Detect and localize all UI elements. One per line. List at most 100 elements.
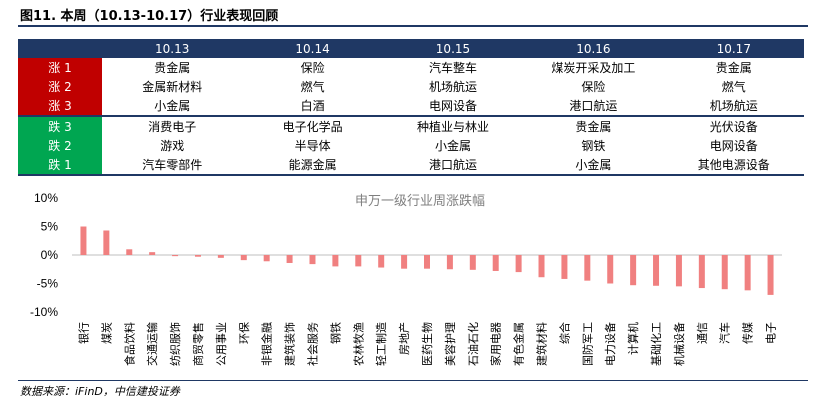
- row-label: 涨 1: [18, 58, 102, 77]
- table-cell: 贵金属: [715, 61, 752, 75]
- table-row: 涨 1 贵金属 保险 汽车整车 煤炭开采及加工 贵金属: [18, 58, 804, 77]
- row-label: 涨 3: [18, 96, 102, 116]
- table-cell: 白酒: [300, 99, 325, 113]
- table-row: 跌 3 消费电子 电子化学品 种植业与林业 贵金属 光伏设备: [18, 115, 804, 136]
- bar: [584, 255, 591, 281]
- row-label: 涨 2: [18, 77, 102, 96]
- x-tick-label: 综合: [557, 322, 571, 344]
- bar: [194, 255, 201, 257]
- bar: [492, 255, 499, 271]
- table-cell: 煤炭开采及加工: [551, 61, 636, 75]
- bar: [721, 255, 728, 290]
- x-tick-label: 汽车: [718, 322, 732, 344]
- bar: [355, 255, 362, 267]
- table-cell: 消费电子: [102, 115, 243, 136]
- table-cell: 港口航运: [382, 155, 524, 176]
- row-label: 跌 2: [18, 136, 102, 155]
- bar: [240, 255, 247, 261]
- bar: [446, 255, 453, 270]
- bar: [378, 255, 385, 268]
- x-axis-labels: 银行 煤炭 食品饮料 交通运输 纺织服饰 商贸零售 公用事业 环保 非银金融 建筑装饰 社会服务 钢铁…: [76, 322, 777, 366]
- table-cell: 机场航运: [709, 99, 758, 113]
- table-cell: 燃气: [721, 80, 746, 94]
- table-cell: 钢铁: [581, 139, 606, 153]
- x-tick-label: 传媒: [742, 322, 755, 344]
- bar: [515, 255, 522, 273]
- table-cell: 半导体: [294, 139, 331, 153]
- bar: [172, 255, 179, 257]
- x-tick-label: 农林牧渔: [351, 322, 365, 366]
- y-tick-label: -5%: [37, 277, 59, 291]
- bar: [469, 255, 476, 270]
- bar: [675, 255, 682, 287]
- table-cell: 燃气: [300, 80, 325, 94]
- x-tick-label: 商贸零售: [191, 322, 205, 366]
- header-date: 10.13: [102, 39, 243, 58]
- table-cell: 贵金属: [523, 115, 664, 136]
- table-cell: 光伏设备: [663, 115, 804, 136]
- table-cell: 贵金属: [154, 61, 191, 75]
- x-tick-label: 建筑材料: [535, 322, 549, 366]
- x-tick-label: 钢铁: [329, 322, 342, 344]
- bar: [653, 255, 660, 286]
- bar: [217, 255, 224, 258]
- table-cell: 港口航运: [569, 99, 618, 113]
- bar-series: [80, 226, 774, 295]
- y-tick-label: 10%: [34, 191, 58, 205]
- x-tick-label: 银行: [76, 322, 90, 344]
- y-tick-label: 0%: [41, 248, 59, 262]
- x-tick-label: 机械设备: [672, 322, 686, 366]
- table-cell: 小金属: [434, 139, 471, 153]
- bar: [263, 255, 270, 262]
- x-tick-label: 建筑装饰: [283, 322, 297, 366]
- bar: [630, 255, 637, 286]
- chart-title: 申万一级行业周涨跌幅: [355, 193, 485, 209]
- table-cell: 游戏: [160, 139, 185, 153]
- header-date: 10.15: [382, 39, 524, 58]
- bar: [424, 255, 430, 269]
- table-row: 涨 3 小金属 白酒 电网设备 港口航运 机场航运: [18, 96, 804, 116]
- x-tick-label: 电子: [765, 322, 778, 344]
- header-corner: [18, 39, 102, 58]
- table-cell: 保险: [581, 80, 606, 94]
- row-label: 跌 3: [18, 115, 102, 136]
- x-tick-label: 电力设备: [603, 322, 617, 366]
- table-cell: 保险: [300, 61, 325, 75]
- x-tick-label: 石油石化: [466, 322, 480, 366]
- bar: [309, 255, 316, 265]
- table-row: 跌 1 汽车零部件 能源金属 港口航运 小金属 其他电源设备: [18, 155, 804, 176]
- bar: [698, 255, 705, 289]
- x-tick-label: 轻工制造: [374, 322, 388, 366]
- industry-weekly-change-chart: 申万一级行业周涨跌幅 10% 5% 0% -5% -10% 银行 煤炭 食品饮料 交通运输 纺织…: [30, 191, 782, 366]
- table-cell: 其他电源设备: [663, 155, 804, 176]
- x-tick-label: 房地产: [397, 322, 411, 355]
- table-cell: 小金属: [154, 99, 191, 113]
- table-row: 跌 2 游戏 半导体 小金属 钢铁 电网设备: [18, 136, 804, 155]
- x-tick-label: 通信: [696, 322, 709, 344]
- table-cell: 能源金属: [242, 155, 383, 176]
- x-tick-label: 国防军工: [580, 322, 594, 366]
- table-cell: 电网设备: [709, 139, 758, 153]
- bar: [561, 255, 568, 279]
- table-cell: 电子化学品: [242, 115, 383, 136]
- header-date: 10.14: [242, 39, 383, 58]
- x-tick-label: 食品饮料: [122, 322, 136, 366]
- x-tick-label: 纺织服饰: [168, 322, 182, 366]
- bar: [401, 255, 408, 269]
- bar: [767, 255, 774, 295]
- x-tick-label: 有色金属: [512, 322, 526, 366]
- x-tick-label: 煤炭: [100, 322, 113, 344]
- bar: [149, 252, 156, 255]
- bar: [103, 230, 110, 255]
- y-tick-label: 5%: [41, 220, 59, 234]
- x-tick-label: 交通运输: [145, 322, 159, 366]
- x-tick-label: 医药生物: [420, 322, 434, 366]
- figure-title: 图11. 本周（10.13-10.17）行业表现回顾: [20, 9, 279, 24]
- table-cell: 汽车零部件: [102, 155, 243, 176]
- bar: [744, 255, 751, 291]
- table-cell: 小金属: [523, 155, 664, 176]
- header-date: 10.17: [663, 39, 804, 58]
- table-cell: 金属新材料: [142, 80, 203, 94]
- x-tick-label: 公用事业: [215, 322, 228, 366]
- x-tick-label: 环保: [237, 322, 251, 344]
